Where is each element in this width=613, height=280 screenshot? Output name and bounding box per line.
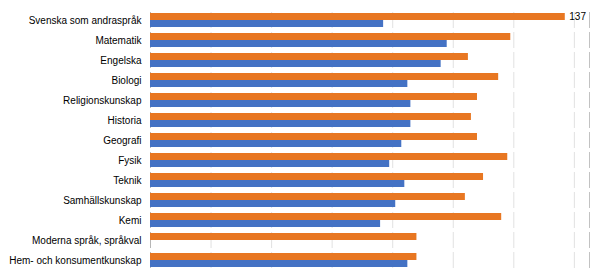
svg-text:Geografi: Geografi [103,135,141,146]
svg-text:Moderna språk, språkval: Moderna språk, språkval [32,235,142,246]
svg-text:Fysik: Fysik [118,155,142,166]
svg-text:Religionskunskap: Religionskunskap [63,95,142,106]
svg-text:137: 137 [569,11,586,22]
svg-text:Samhällskunskap: Samhällskunskap [63,195,142,206]
svg-text:Kemi: Kemi [119,215,142,226]
svg-text:Svenska som andraspråk: Svenska som andraspråk [29,15,143,26]
svg-text:Biologi: Biologi [111,75,141,86]
svg-text:Engelska: Engelska [100,55,142,66]
svg-text:Teknik: Teknik [113,175,142,186]
svg-text:Historia: Historia [108,115,142,126]
svg-text:Matematik: Matematik [95,35,142,46]
svg-text:Hem- och konsumentkunskap: Hem- och konsumentkunskap [9,255,142,266]
